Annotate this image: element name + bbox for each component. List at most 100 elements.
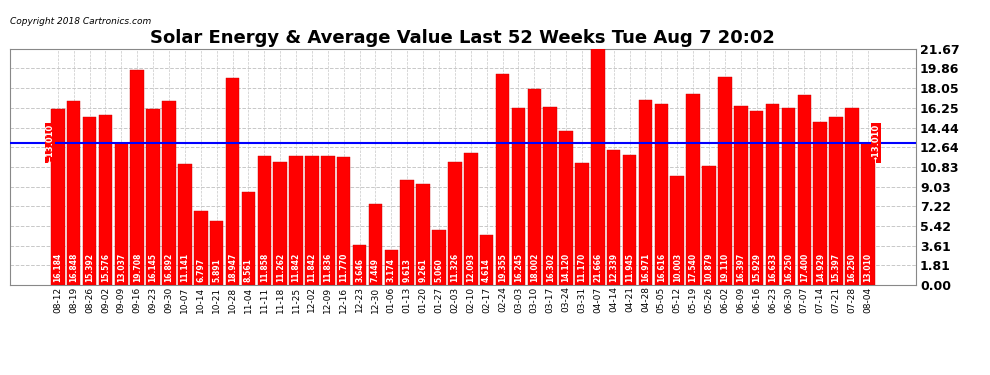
Text: 16.245: 16.245 — [514, 253, 523, 282]
Bar — [83, 117, 96, 285]
Bar — [654, 104, 668, 285]
Bar — [433, 230, 446, 285]
Text: 11.170: 11.170 — [577, 252, 586, 282]
Bar — [512, 108, 525, 285]
Text: 16.184: 16.184 — [53, 252, 62, 282]
Bar — [544, 107, 557, 285]
Text: 17.400: 17.400 — [800, 252, 809, 282]
Text: 5.060: 5.060 — [435, 258, 444, 282]
Bar — [242, 192, 255, 285]
Bar — [194, 211, 208, 285]
Text: 8.561: 8.561 — [244, 258, 252, 282]
Text: 9.613: 9.613 — [403, 258, 412, 282]
Text: 14.929: 14.929 — [816, 253, 825, 282]
Bar — [670, 176, 684, 285]
Bar — [782, 108, 795, 285]
Bar — [178, 164, 192, 285]
Bar — [575, 163, 589, 285]
Text: 6.797: 6.797 — [196, 258, 205, 282]
Bar — [861, 143, 874, 285]
Text: 15.392: 15.392 — [85, 253, 94, 282]
Bar — [749, 111, 763, 285]
Text: 16.892: 16.892 — [164, 252, 173, 282]
Text: 11.858: 11.858 — [259, 252, 269, 282]
Bar — [321, 156, 335, 285]
Bar — [559, 131, 573, 285]
Text: 5.891: 5.891 — [212, 258, 221, 282]
Bar — [798, 95, 811, 285]
Bar — [766, 104, 779, 285]
Text: →13.010: →13.010 — [871, 123, 880, 163]
Bar — [352, 245, 366, 285]
Text: 16.302: 16.302 — [545, 253, 554, 282]
Bar — [417, 184, 430, 285]
Text: 16.145: 16.145 — [148, 253, 157, 282]
Title: Solar Energy & Average Value Last 52 Weeks Tue Aug 7 20:02: Solar Energy & Average Value Last 52 Wee… — [150, 29, 775, 47]
Text: 16.633: 16.633 — [768, 253, 777, 282]
Bar — [147, 109, 159, 285]
Bar — [67, 101, 80, 285]
Text: ←13.010: ←13.010 — [46, 123, 54, 163]
Bar — [702, 166, 716, 285]
Bar — [273, 162, 287, 285]
Bar — [257, 156, 271, 285]
Bar — [464, 153, 477, 285]
Text: 18.002: 18.002 — [530, 252, 539, 282]
Text: 13.037: 13.037 — [117, 252, 126, 282]
Text: 11.326: 11.326 — [450, 253, 459, 282]
Text: 16.250: 16.250 — [784, 253, 793, 282]
Text: 11.141: 11.141 — [180, 253, 189, 282]
Bar — [734, 106, 747, 285]
Bar — [623, 155, 637, 285]
Text: 11.842: 11.842 — [292, 252, 301, 282]
Bar — [162, 101, 176, 285]
Bar — [99, 115, 112, 285]
Text: 15.576: 15.576 — [101, 253, 110, 282]
Bar — [305, 156, 319, 285]
Text: 16.397: 16.397 — [737, 252, 745, 282]
Bar — [448, 162, 461, 285]
Text: 16.616: 16.616 — [656, 253, 666, 282]
Bar — [131, 70, 144, 285]
Bar — [639, 100, 652, 285]
Text: 3.646: 3.646 — [355, 258, 364, 282]
Text: 18.947: 18.947 — [228, 252, 237, 282]
Bar — [845, 108, 858, 285]
Text: 11.262: 11.262 — [275, 253, 285, 282]
Text: 17.540: 17.540 — [689, 253, 698, 282]
Text: 11.836: 11.836 — [324, 252, 333, 282]
Text: Copyright 2018 Cartronics.com: Copyright 2018 Cartronics.com — [10, 17, 151, 26]
Text: 19.355: 19.355 — [498, 253, 507, 282]
Text: 10.003: 10.003 — [673, 253, 682, 282]
Bar — [384, 251, 398, 285]
Bar — [480, 235, 493, 285]
Text: 21.666: 21.666 — [593, 253, 602, 282]
Text: 10.879: 10.879 — [705, 252, 714, 282]
Bar — [226, 78, 240, 285]
Text: 14.120: 14.120 — [561, 253, 570, 282]
Bar — [51, 108, 64, 285]
Text: 4.614: 4.614 — [482, 258, 491, 282]
Text: 15.397: 15.397 — [832, 253, 841, 282]
Bar — [337, 157, 350, 285]
Text: 3.174: 3.174 — [387, 258, 396, 282]
Bar — [496, 74, 509, 285]
Text: 16.848: 16.848 — [69, 252, 78, 282]
Text: 12.093: 12.093 — [466, 253, 475, 282]
Bar — [830, 117, 842, 285]
Bar — [115, 143, 128, 285]
Text: 11.770: 11.770 — [340, 252, 348, 282]
Text: 11.842: 11.842 — [308, 252, 317, 282]
Text: 16.250: 16.250 — [847, 253, 856, 282]
Bar — [686, 94, 700, 285]
Bar — [591, 49, 605, 285]
Bar — [814, 122, 827, 285]
Text: 11.945: 11.945 — [625, 253, 634, 282]
Text: 12.339: 12.339 — [609, 253, 618, 282]
Text: 19.110: 19.110 — [721, 253, 730, 282]
Bar — [368, 204, 382, 285]
Bar — [718, 76, 732, 285]
Text: 9.261: 9.261 — [419, 258, 428, 282]
Bar — [401, 180, 414, 285]
Bar — [210, 221, 224, 285]
